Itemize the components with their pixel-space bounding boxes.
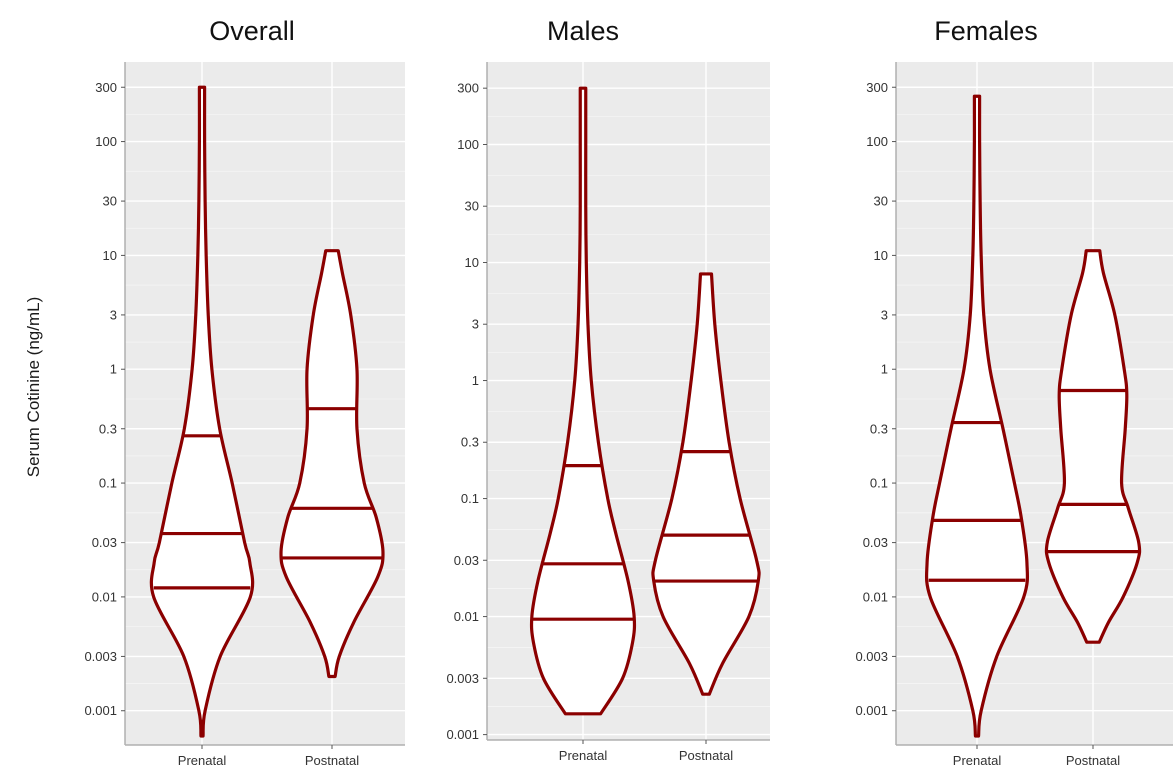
y-tick-label: 1 [881, 362, 888, 377]
panel-title: Overall [209, 16, 295, 46]
y-tick-label: 100 [457, 137, 479, 152]
y-tick-label: 0.01 [863, 589, 888, 604]
panel-title: Females [934, 16, 1038, 46]
y-tick-label: 1 [110, 362, 117, 377]
panel-background [125, 62, 405, 745]
y-tick-label: 30 [103, 194, 117, 209]
y-tick-label: 100 [95, 134, 117, 149]
y-tick-label: 10 [874, 248, 888, 263]
y-tick-label: 0.001 [855, 703, 888, 718]
panel-males: 0.001 0.003 0.01 0.03 0.1 0.3 1 3 10 30 100 300 Pren… [446, 16, 770, 763]
y-tick-label: 0.003 [855, 649, 888, 664]
y-tick-label: 30 [465, 199, 479, 214]
violin-prenatal [924, 94, 1030, 738]
y-tick-label: 0.3 [461, 435, 479, 450]
violin-prenatal [149, 85, 255, 738]
y-tick-label: 0.03 [92, 535, 117, 550]
violin-postnatal [279, 249, 385, 679]
x-tick-label: Prenatal [559, 748, 608, 763]
y-tick-label: 10 [103, 248, 117, 263]
violin-prenatal [529, 86, 637, 716]
y-tick-label: 0.01 [92, 589, 117, 604]
y-tick-label: 0.3 [99, 421, 117, 436]
panel-females: 0.001 0.003 0.01 0.03 0.1 0.3 1 3 10 30 100 300 Pren… [855, 16, 1173, 768]
x-tick-label: Postnatal [679, 748, 733, 763]
y-tick-label: 0.1 [461, 491, 479, 506]
y-tick-label: 300 [457, 81, 479, 96]
panel-overall: 0.001 0.003 0.01 0.03 0.1 0.3 1 3 10 30 100 300 Pren… [84, 16, 405, 768]
y-tick-label: 0.003 [446, 671, 479, 686]
y-tick-label: 0.3 [870, 421, 888, 436]
y-tick-label: 3 [110, 307, 117, 322]
y-tick-label: 3 [881, 307, 888, 322]
y-tick-label: 0.01 [454, 609, 479, 624]
x-tick-label: Postnatal [305, 753, 359, 768]
y-tick-label: 300 [95, 80, 117, 95]
y-tick-label: 100 [866, 134, 888, 149]
panel-background [896, 62, 1173, 745]
y-tick-label: 300 [866, 80, 888, 95]
y-tick-label: 0.03 [454, 553, 479, 568]
panel-title: Males [547, 16, 619, 46]
y-tick-label: 30 [874, 194, 888, 209]
y-tick-label: 0.1 [99, 476, 117, 491]
y-tick-label: 0.1 [870, 476, 888, 491]
y-tick-label: 1 [472, 373, 479, 388]
y-tick-label: 10 [465, 255, 479, 270]
y-tick-label: 0.001 [84, 703, 117, 718]
y-tick-label: 0.003 [84, 649, 117, 664]
y-tick-label: 3 [472, 317, 479, 332]
y-tick-label: 0.03 [863, 535, 888, 550]
x-tick-label: Prenatal [953, 753, 1002, 768]
x-tick-label: Prenatal [178, 753, 227, 768]
violin-postnatal [1044, 249, 1142, 644]
y-tick-label: 0.001 [446, 727, 479, 742]
x-tick-label: Postnatal [1066, 753, 1120, 768]
